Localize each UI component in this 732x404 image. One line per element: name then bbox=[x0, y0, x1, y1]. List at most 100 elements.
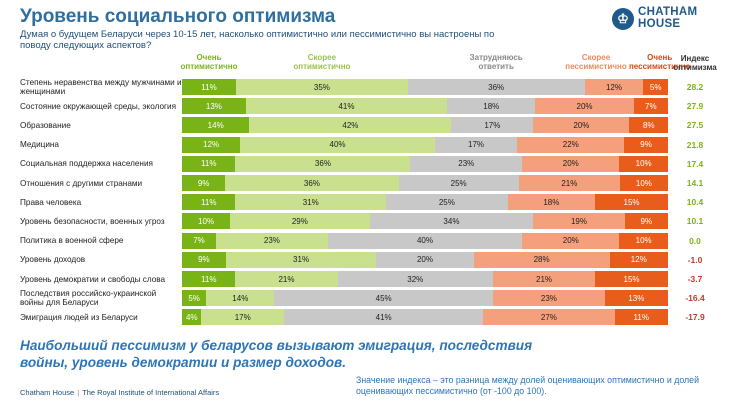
bar-segment: 12% bbox=[584, 79, 644, 95]
bar-segment: 8% bbox=[629, 117, 668, 134]
bar-segment: 20% bbox=[376, 251, 474, 268]
bar-segment: 42% bbox=[249, 117, 452, 134]
index-value: 17.4 bbox=[686, 158, 704, 169]
bar-segment: 23% bbox=[410, 155, 523, 172]
footer-separator: | bbox=[77, 388, 80, 397]
row-label: Права человека bbox=[20, 197, 82, 207]
bar-segment: 13% bbox=[182, 98, 246, 115]
bar-segment: 5% bbox=[182, 290, 207, 307]
bar-row: 5% 14% 45% 23% 13% bbox=[182, 290, 668, 307]
index-value: 14.1 bbox=[686, 178, 704, 188]
bar-segment: 9% bbox=[624, 136, 668, 153]
logo-line-1: CHATHAM bbox=[638, 6, 698, 18]
bar-row: 7% 23% 40% 20% 10% bbox=[182, 232, 668, 249]
row-label: Последствия российско-украинской войны д… bbox=[20, 289, 157, 308]
bar-segment: 14% bbox=[182, 117, 250, 134]
legend-header-3: Скорее пессимистично bbox=[565, 53, 627, 71]
bar-segment: 11% bbox=[182, 79, 236, 95]
bar-segment: 14% bbox=[206, 290, 275, 307]
bar-row: 11% 31% 25% 18% 15% bbox=[182, 194, 668, 211]
row-label: Уровень безопасности, военных угроз bbox=[20, 216, 165, 226]
bar-segment: 41% bbox=[284, 309, 484, 326]
bar-segment: 11% bbox=[182, 194, 236, 211]
logo-line-2: HOUSE bbox=[638, 18, 681, 30]
bar-segment: 20% bbox=[533, 117, 630, 134]
footer-source: Chatham House | The Royal Institute of Int… bbox=[20, 388, 219, 397]
index-header: Индекс оптимизма bbox=[673, 54, 717, 72]
bar-segment: 11% bbox=[182, 271, 236, 287]
bar-row: 10% 29% 34% 19% 9% bbox=[182, 213, 668, 230]
bar-segment: 17% bbox=[451, 117, 534, 134]
bar-segment: 20% bbox=[535, 98, 634, 115]
bar-segment: 28% bbox=[473, 251, 610, 268]
row-label: Состояние окружающей среды, экология bbox=[20, 101, 177, 111]
bar-row: 9% 31% 20% 28% 12% bbox=[182, 251, 668, 268]
bar-segment: 5% bbox=[643, 79, 668, 95]
bar-segment: 17% bbox=[201, 309, 285, 326]
bar-segment: 10% bbox=[182, 213, 231, 230]
bar-segment: 21% bbox=[493, 271, 596, 287]
index-value: 0.0 bbox=[689, 235, 701, 246]
bar-segment: 9% bbox=[182, 251, 226, 268]
index-value: 28.2 bbox=[686, 82, 704, 92]
index-note: Значение индекса – это разница между дол… bbox=[356, 375, 699, 396]
bar-segment: 32% bbox=[337, 271, 494, 287]
bar-segment: 11% bbox=[182, 155, 236, 172]
bar-row: 9% 36% 25% 21% 10% bbox=[182, 175, 668, 191]
row-label: Медицина bbox=[20, 140, 59, 150]
legend-header-2: Затрудняюсь ответить bbox=[469, 53, 523, 71]
bar-row: 12% 40% 17% 22% 9% bbox=[182, 136, 668, 153]
bar-row: 4% 17% 41% 27% 11% bbox=[182, 309, 668, 326]
bar-segment: 29% bbox=[230, 213, 370, 230]
bar-segment: 4% bbox=[182, 309, 202, 326]
bar-segment: 36% bbox=[225, 175, 399, 191]
bar-segment: 18% bbox=[507, 194, 596, 211]
chart-title: Уровень социального оптимизма bbox=[20, 6, 336, 27]
index-value: 27.5 bbox=[686, 120, 704, 131]
logo-text: CHATHAM HOUSE bbox=[638, 6, 697, 30]
bar-segment: 45% bbox=[274, 290, 494, 307]
bar-segment: 9% bbox=[624, 213, 668, 230]
bar-row: 14% 42% 17% 20% 8% bbox=[182, 117, 668, 134]
bar-segment: 22% bbox=[517, 136, 625, 153]
row-label: Отношения с другими странами bbox=[20, 178, 143, 188]
row-label: Политика в военной сфере bbox=[20, 236, 124, 246]
bar-segment: 15% bbox=[595, 271, 668, 287]
bar-segment: 13% bbox=[604, 290, 668, 307]
bar-segment: 40% bbox=[240, 136, 435, 153]
bar-segment: 36% bbox=[235, 155, 411, 172]
index-value: 10.4 bbox=[686, 197, 704, 208]
bar-segment: 20% bbox=[522, 232, 620, 249]
footer-org: Chatham House bbox=[20, 388, 75, 397]
row-label: Социальная поддержка населения bbox=[20, 159, 153, 169]
bar-segment: 41% bbox=[245, 98, 448, 115]
bar-segment: 9% bbox=[182, 175, 226, 191]
bar-segment: 25% bbox=[398, 175, 519, 191]
chatham-house-logo: ♔ CHATHAM HOUSE bbox=[612, 6, 722, 36]
footer-institute: The Royal Institute of International Aff… bbox=[82, 388, 220, 397]
bar-segment: 10% bbox=[619, 155, 668, 172]
bar-segment: 21% bbox=[518, 175, 620, 191]
index-value: -17.9 bbox=[685, 312, 705, 323]
bar-segment: 19% bbox=[533, 213, 625, 230]
conclusion-text: Наибольший пессимизм у беларусов вызываю… bbox=[20, 338, 533, 370]
legend-header-1: Скорее оптимистично bbox=[293, 53, 351, 71]
bar-segment: 7% bbox=[182, 232, 217, 249]
bar-segment: 10% bbox=[619, 175, 668, 191]
bar-segment: 21% bbox=[235, 271, 338, 287]
bar-segment: 35% bbox=[236, 79, 408, 95]
bar-segment: 10% bbox=[619, 232, 668, 249]
index-value: 21.8 bbox=[686, 139, 704, 150]
bar-segment: 18% bbox=[447, 98, 536, 115]
bar-segment: 20% bbox=[522, 155, 620, 172]
bar-row: 11% 36% 23% 20% 10% bbox=[182, 155, 668, 172]
bar-row: 11% 35% 36% 12% 5% bbox=[182, 79, 668, 95]
bar-segment: 23% bbox=[216, 232, 328, 249]
bar-segment: 17% bbox=[434, 136, 518, 153]
row-label: Образование bbox=[20, 120, 71, 130]
bar-segment: 40% bbox=[327, 232, 523, 249]
bar-segment: 12% bbox=[609, 251, 668, 268]
bar-segment: 36% bbox=[407, 79, 585, 95]
row-label: Эмиграция людей из Беларуси bbox=[20, 312, 138, 322]
crown-icon: ♔ bbox=[612, 8, 634, 30]
